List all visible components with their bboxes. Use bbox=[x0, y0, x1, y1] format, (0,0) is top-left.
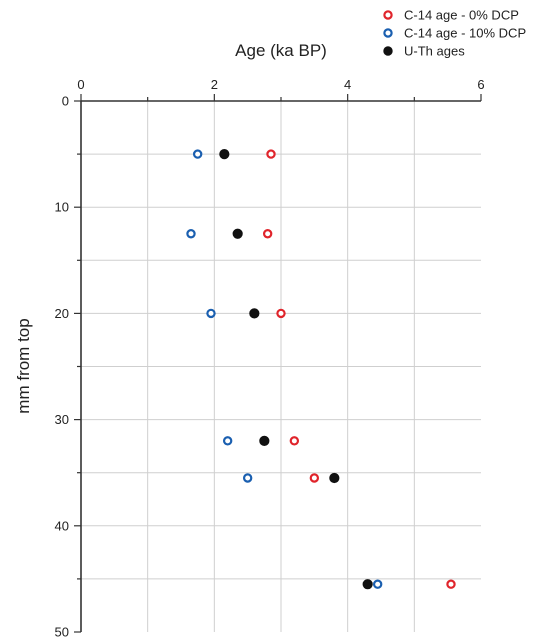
legend-marker-3 bbox=[383, 46, 393, 56]
legend-marker-1 bbox=[383, 10, 393, 20]
data-point-series-2 bbox=[242, 473, 253, 483]
data-point-series-1 bbox=[266, 149, 276, 159]
legend-label-3: U-Th ages bbox=[404, 44, 465, 59]
legend-marker-2 bbox=[383, 28, 393, 38]
data-point-series-1 bbox=[289, 436, 300, 446]
data-points bbox=[186, 149, 456, 590]
data-point-series-3 bbox=[232, 228, 243, 239]
y-tick-label: 50 bbox=[55, 625, 69, 640]
x-ticks: 0 2 4 6 bbox=[77, 77, 485, 101]
x-tick-label: 0 bbox=[77, 77, 84, 92]
data-point-series-2 bbox=[222, 436, 233, 446]
data-point-series-1 bbox=[309, 473, 320, 483]
data-point-series-1 bbox=[446, 579, 456, 589]
y-tick-label: 0 bbox=[62, 94, 69, 109]
legend-label-1: C-14 age - 0% DCP bbox=[404, 8, 519, 23]
x-tick-label: 4 bbox=[344, 77, 351, 92]
data-point-series-2 bbox=[192, 149, 203, 159]
x-axis-label: Age (ka BP) bbox=[235, 41, 327, 60]
y-axis-label: mm from top bbox=[14, 318, 33, 413]
x-tick-label: 6 bbox=[477, 77, 484, 92]
data-point-series-3 bbox=[362, 579, 373, 590]
grid bbox=[81, 101, 481, 632]
data-point-series-3 bbox=[249, 308, 260, 319]
data-point-series-2 bbox=[186, 229, 196, 239]
data-point-series-3 bbox=[259, 435, 270, 446]
data-point-series-3 bbox=[329, 472, 340, 484]
data-point-series-3 bbox=[219, 149, 230, 160]
y-tick-label: 10 bbox=[55, 200, 69, 215]
data-point-series-1 bbox=[276, 308, 286, 319]
legend-label-2: C-14 age - 10% DCP bbox=[404, 26, 526, 41]
data-point-series-2 bbox=[206, 308, 216, 319]
y-tick-label: 20 bbox=[55, 306, 69, 321]
y-ticks: 0 10 20 30 40 50 bbox=[55, 94, 81, 640]
y-tick-label: 40 bbox=[55, 518, 69, 533]
data-point-series-2 bbox=[372, 579, 383, 589]
x-tick-label: 2 bbox=[211, 77, 218, 92]
legend: C-14 age - 0% DCP C-14 age - 10% DCP U-Th … bbox=[383, 8, 526, 59]
data-point-series-1 bbox=[262, 229, 273, 239]
y-tick-label: 30 bbox=[55, 412, 69, 427]
